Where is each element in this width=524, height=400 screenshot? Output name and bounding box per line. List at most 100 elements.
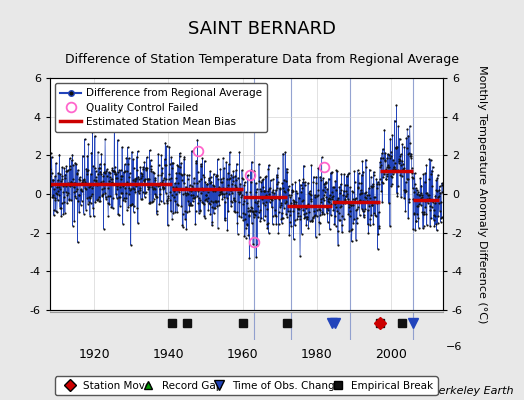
Point <box>412 187 421 194</box>
Point <box>325 199 334 206</box>
Point <box>202 192 210 198</box>
Point <box>257 215 265 221</box>
Point <box>252 180 260 186</box>
Point <box>120 181 128 187</box>
Point <box>180 156 188 162</box>
Point <box>254 198 262 204</box>
Point <box>417 202 425 208</box>
Point <box>64 166 72 173</box>
Point <box>180 180 188 186</box>
Point <box>211 205 220 212</box>
Point <box>170 186 178 192</box>
Point <box>138 172 146 179</box>
Point <box>207 178 215 185</box>
Point <box>86 170 95 177</box>
Point <box>319 195 327 201</box>
Point <box>63 200 71 206</box>
Point <box>184 198 192 204</box>
Point <box>137 196 145 202</box>
Point <box>301 214 310 220</box>
Point <box>51 208 60 214</box>
Point <box>128 201 136 208</box>
Point <box>151 192 160 199</box>
Point <box>382 176 390 183</box>
Point <box>201 214 209 221</box>
Point <box>50 212 58 218</box>
Point <box>330 198 338 204</box>
Point <box>301 179 309 186</box>
Point <box>355 198 364 204</box>
Point <box>155 182 163 188</box>
Point <box>71 160 79 166</box>
Point <box>335 190 344 196</box>
Point <box>57 178 65 184</box>
Point <box>69 222 77 229</box>
Point <box>84 198 93 205</box>
Point <box>241 216 249 222</box>
Point <box>49 192 57 198</box>
Point <box>107 179 116 186</box>
Point <box>282 198 291 205</box>
Point <box>47 183 56 189</box>
Point <box>95 165 103 171</box>
Point <box>389 157 398 163</box>
Point <box>155 162 163 168</box>
Point <box>340 200 348 206</box>
Point <box>407 165 416 172</box>
Point <box>278 220 286 226</box>
Point <box>230 197 238 204</box>
Point <box>117 176 126 182</box>
Point <box>410 170 419 176</box>
Point <box>47 150 55 156</box>
Point <box>188 183 196 189</box>
Point <box>84 141 93 147</box>
Point <box>51 197 60 203</box>
Point <box>395 160 403 166</box>
Point <box>380 169 388 176</box>
Point <box>166 197 174 203</box>
Point <box>102 196 110 202</box>
Point <box>325 226 334 232</box>
Point <box>50 186 59 192</box>
Point <box>169 160 177 166</box>
Point <box>411 181 419 187</box>
Point <box>114 212 123 218</box>
Point <box>75 176 84 182</box>
Point <box>396 157 404 164</box>
Point <box>135 180 144 187</box>
Point <box>74 167 82 173</box>
Point <box>414 224 423 231</box>
Point <box>195 178 203 184</box>
Point <box>140 194 149 200</box>
Point <box>309 214 317 221</box>
Point <box>292 204 301 211</box>
Point <box>337 170 346 177</box>
Point <box>235 213 243 219</box>
Point <box>328 169 336 175</box>
Point <box>379 171 388 178</box>
Point <box>153 208 161 214</box>
Point <box>100 226 108 232</box>
Point <box>405 150 413 156</box>
Point <box>130 202 139 209</box>
Point <box>357 190 365 196</box>
Point <box>196 176 205 182</box>
Point <box>184 187 193 194</box>
Point <box>433 175 441 182</box>
Point <box>104 200 112 206</box>
Point <box>206 211 215 217</box>
Point <box>248 209 257 215</box>
Point <box>191 221 200 228</box>
Point <box>254 202 263 209</box>
Point <box>255 161 263 167</box>
Point <box>334 195 343 202</box>
Point <box>157 152 166 158</box>
Point <box>81 186 90 192</box>
Point <box>235 191 243 197</box>
Point <box>317 198 325 205</box>
Point <box>285 192 293 198</box>
Point <box>429 198 438 204</box>
Point <box>78 198 86 204</box>
Point <box>101 190 109 196</box>
Point <box>258 177 267 184</box>
